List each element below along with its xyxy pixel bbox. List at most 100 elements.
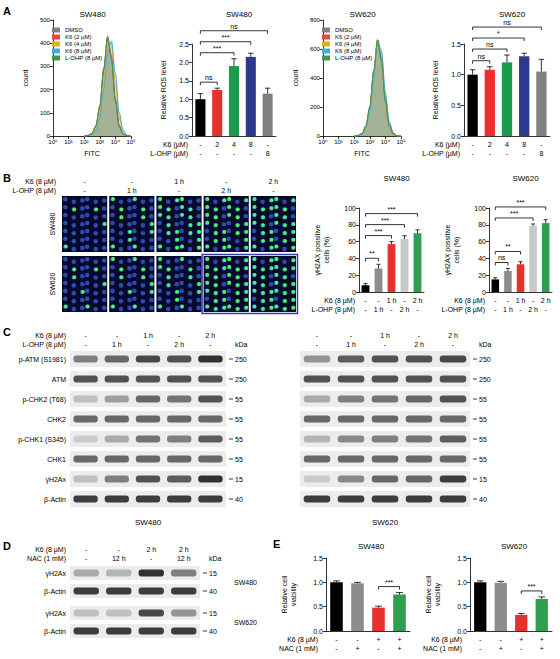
svg-text:L-OHP (µM): L-OHP (µM) — [422, 150, 460, 158]
svg-text:-: - — [116, 332, 119, 339]
svg-text:-: - — [272, 187, 275, 194]
svg-text:+: + — [355, 645, 359, 652]
svg-text:-: - — [335, 636, 338, 643]
svg-text:SW480: SW480 — [358, 542, 385, 551]
svg-text:8: 8 — [266, 150, 270, 157]
svg-text:60: 60 — [348, 238, 356, 245]
svg-text:Relative cell: Relative cell — [281, 575, 288, 613]
svg-text:250: 250 — [479, 356, 491, 363]
svg-text:-: - — [84, 332, 87, 339]
svg-text:ns: ns — [205, 74, 213, 81]
svg-text:-: - — [523, 150, 526, 157]
svg-text:2.0: 2.0 — [179, 59, 189, 66]
svg-text:+: + — [397, 636, 401, 643]
svg-text:***: *** — [213, 45, 221, 52]
svg-text:SW620: SW620 — [349, 10, 376, 19]
svg-text:NAC (1 mM): NAC (1 mM) — [423, 645, 462, 653]
svg-text:55: 55 — [235, 436, 243, 443]
svg-text:-: - — [131, 178, 134, 185]
svg-text:10³: 10³ — [365, 139, 374, 145]
svg-text:***: *** — [374, 228, 382, 235]
svg-text:55: 55 — [479, 436, 487, 443]
svg-text:FITC: FITC — [84, 150, 100, 157]
svg-text:***: *** — [516, 199, 524, 206]
svg-text:SW620: SW620 — [499, 10, 526, 19]
svg-text:200: 200 — [310, 104, 321, 110]
svg-text:***: *** — [527, 583, 535, 590]
svg-text:-: - — [178, 187, 181, 194]
svg-text:-: - — [507, 297, 510, 304]
svg-text:1.5: 1.5 — [313, 555, 323, 562]
svg-text:FITC: FITC — [354, 150, 370, 157]
svg-text:ns: ns — [498, 254, 506, 261]
svg-text:+: + — [397, 645, 401, 652]
svg-text:-: - — [403, 297, 406, 304]
svg-text:CHK2: CHK2 — [47, 416, 66, 423]
svg-text:1 h: 1 h — [346, 341, 356, 348]
svg-text:γH2AX possitive: γH2AX possitive — [444, 224, 452, 275]
svg-text:β-Actin: β-Actin — [44, 628, 66, 636]
svg-text:600: 600 — [310, 46, 321, 52]
svg-text:E: E — [273, 538, 280, 550]
svg-text:γH2Ax: γH2Ax — [45, 570, 66, 578]
svg-text:-: - — [520, 645, 523, 652]
svg-text:100: 100 — [40, 110, 51, 116]
svg-text:count: count — [22, 69, 29, 86]
svg-text:100: 100 — [474, 205, 486, 212]
svg-text:2 h: 2 h — [448, 332, 458, 339]
svg-text:40: 40 — [479, 496, 487, 503]
svg-text:-: - — [356, 636, 359, 643]
svg-text:L-OHP (8 µM): L-OHP (8 µM) — [12, 187, 56, 195]
svg-text:1.0: 1.0 — [451, 71, 461, 78]
svg-text:K6 (4 µM): K6 (4 µM) — [65, 41, 91, 47]
svg-text:1 h: 1 h — [516, 297, 526, 304]
svg-text:40: 40 — [209, 628, 217, 635]
svg-text:SW480: SW480 — [234, 579, 257, 586]
svg-text:0.0: 0.0 — [179, 133, 189, 140]
svg-text:-: - — [452, 341, 455, 348]
svg-text:8: 8 — [539, 150, 543, 157]
svg-text:200: 200 — [40, 87, 51, 93]
svg-text:SW620: SW620 — [49, 272, 56, 295]
svg-text:-: - — [350, 332, 353, 339]
svg-text:count: count — [292, 69, 299, 86]
svg-text:K6 (µM): K6 (µM) — [435, 141, 460, 149]
svg-text:-: - — [85, 555, 88, 562]
svg-text:SW480: SW480 — [383, 174, 410, 183]
svg-text:10⁰: 10⁰ — [318, 139, 328, 145]
svg-text:L-OHP (µM): L-OHP (µM) — [150, 150, 188, 158]
svg-text:55: 55 — [479, 396, 487, 403]
svg-text:K6 (8 µM): K6 (8 µM) — [431, 636, 462, 644]
svg-text:SW620: SW620 — [512, 174, 539, 183]
svg-text:K6 (8 µM): K6 (8 µM) — [35, 332, 66, 340]
svg-text:-: - — [489, 150, 492, 157]
svg-text:K6 (8 µM): K6 (8 µM) — [65, 48, 91, 54]
svg-text:800: 800 — [310, 17, 321, 23]
svg-text:-: - — [84, 341, 87, 348]
svg-text:kDa: kDa — [479, 341, 492, 348]
svg-text:1.0: 1.0 — [313, 579, 323, 586]
svg-text:-: - — [494, 306, 497, 313]
svg-text:-: - — [178, 332, 181, 339]
svg-text:**: ** — [505, 243, 511, 250]
svg-text:-: - — [316, 341, 319, 348]
svg-text:ns: ns — [503, 19, 511, 26]
svg-text:DMSO: DMSO — [65, 27, 83, 33]
svg-text:0.0: 0.0 — [457, 628, 467, 635]
svg-text:-: - — [494, 297, 497, 304]
svg-text:2: 2 — [488, 141, 492, 148]
svg-text:40: 40 — [478, 255, 486, 262]
svg-text:Relative cell: Relative cell — [425, 575, 432, 613]
svg-text:10²: 10² — [80, 139, 89, 145]
svg-text:2 h: 2 h — [414, 341, 424, 348]
svg-text:55: 55 — [479, 416, 487, 423]
svg-text:2 h: 2 h — [269, 178, 279, 185]
svg-text:cells (%): cells (%) — [453, 237, 461, 264]
svg-text:250: 250 — [235, 356, 247, 363]
svg-text:γH2AX possitive: γH2AX possitive — [314, 224, 322, 275]
svg-text:-: - — [150, 555, 153, 562]
svg-text:-: - — [364, 297, 367, 304]
svg-text:4: 4 — [505, 141, 509, 148]
svg-text:4: 4 — [232, 141, 236, 148]
svg-text:20: 20 — [478, 272, 486, 279]
